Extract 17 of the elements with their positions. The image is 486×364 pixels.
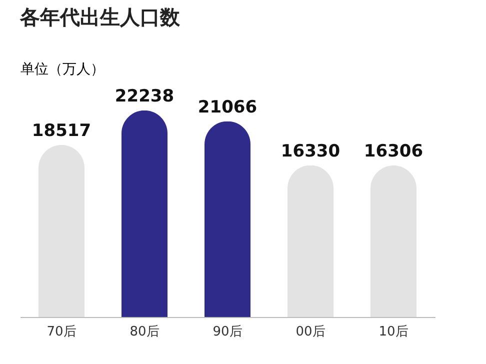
x-tick-label: 10后 [378, 324, 408, 340]
x-tick-label: 70后 [46, 324, 76, 340]
x-tick-label: 80后 [130, 324, 160, 340]
data-label: 22238 [114, 86, 174, 106]
bar [38, 144, 84, 317]
bar [370, 165, 416, 317]
x-tick-label: 90后 [212, 324, 242, 340]
data-label: 18517 [32, 120, 92, 141]
y-axis-title: 单位（万人） [20, 62, 104, 78]
chart-title: 各年代出生人口数 [19, 5, 181, 29]
x-tick-label: 00后 [296, 324, 326, 340]
bar [122, 110, 168, 317]
data-label: 16306 [364, 141, 424, 162]
bar [204, 121, 250, 317]
bar [288, 165, 334, 317]
data-label: 21066 [198, 97, 258, 118]
data-label: 16330 [280, 141, 340, 162]
